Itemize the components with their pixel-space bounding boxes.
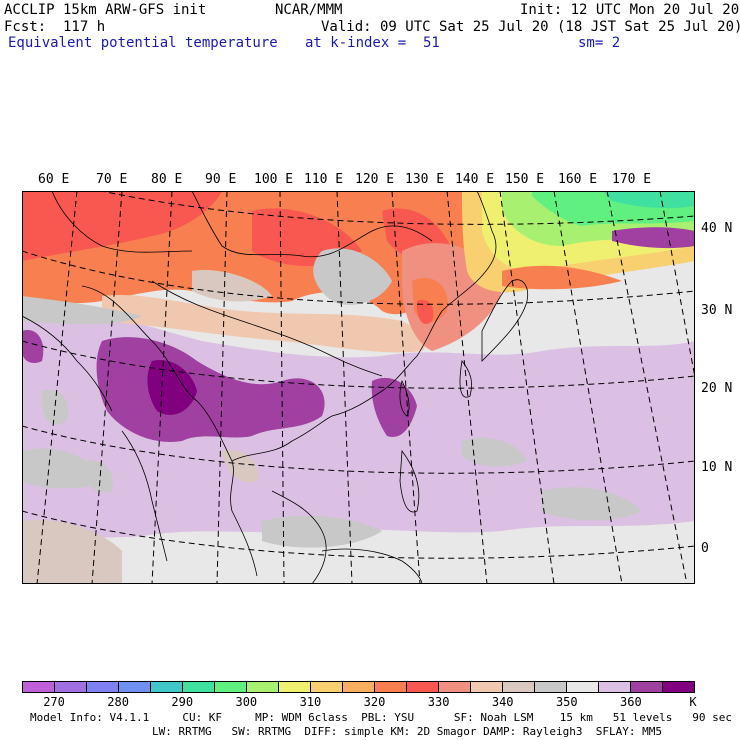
colorbar-tick-label: 360 <box>620 695 642 709</box>
latitude-label: 0 <box>701 541 709 556</box>
colorbar-swatch <box>151 682 183 692</box>
colorbar-tick-label: 350 <box>555 695 578 709</box>
level-label: at k-index = 51 <box>305 35 440 51</box>
colorbar-swatch <box>343 682 375 692</box>
colorbar-tick-label: 340 <box>491 695 514 709</box>
colorbar-swatch <box>55 682 87 692</box>
colorbar-tick-label: 300 <box>235 695 258 709</box>
latitude-label: 40 N <box>701 221 733 236</box>
longitude-label: 130 E <box>405 172 445 187</box>
colorbar <box>22 681 695 693</box>
longitude-label: 60 E <box>38 172 70 187</box>
longitude-label: 110 E <box>304 172 344 187</box>
colorbar-swatch <box>439 682 471 692</box>
colorbar-tick-label: 270 <box>43 695 65 709</box>
map-frame <box>22 191 695 584</box>
colorbar-swatch <box>631 682 663 692</box>
colorbar-swatch <box>599 682 631 692</box>
colorbar-swatch <box>311 682 343 692</box>
map-panel <box>22 191 695 584</box>
smoothing-label: sm= 2 <box>578 35 621 51</box>
colorbar-tick-label: 280 <box>107 695 129 709</box>
colorbar-swatch <box>663 682 694 692</box>
valid-time: Valid: 09 UTC Sat 25 Jul 20 (18 JST Sat … <box>321 19 740 35</box>
latitude-label: 10 N <box>701 460 733 475</box>
graticule <box>22 191 695 584</box>
latitude-label: 20 N <box>701 381 733 396</box>
coastlines <box>22 191 529 584</box>
longitude-label: 170 E <box>612 172 652 187</box>
colorbar-swatch <box>87 682 119 692</box>
colorbar-swatch <box>535 682 567 692</box>
colorbar-swatch <box>375 682 407 692</box>
colorbar-swatch <box>119 682 151 692</box>
colorbar-swatch <box>247 682 279 692</box>
longitude-label: 70 E <box>96 172 128 187</box>
colorbar-tick-label: 330 <box>427 695 450 709</box>
colorbar-tick-label: 320 <box>363 695 386 709</box>
model-title: ACCLIP 15km ARW-GFS init <box>4 2 207 18</box>
longitude-label: 160 E <box>558 172 598 187</box>
colorbar-swatch <box>23 682 55 692</box>
longitude-label: 150 E <box>505 172 545 187</box>
colorbar-swatch <box>215 682 247 692</box>
longitude-label: 100 E <box>254 172 294 187</box>
field-name: Equivalent potential temperature <box>8 35 278 51</box>
colorbar-tick-label: 290 <box>171 695 194 709</box>
longitude-label: 140 E <box>455 172 495 187</box>
colorbar-swatch <box>503 682 535 692</box>
colorbar-swatch <box>567 682 599 692</box>
init-time: Init: 12 UTC Mon 20 Jul 20 <box>520 2 740 18</box>
colorbar-swatch <box>279 682 311 692</box>
model-info-line2: LW: RRTMG SW: RRTMG DIFF: simple KM: 2D … <box>152 725 662 738</box>
colorbar-tick-label: 310 <box>299 695 322 709</box>
longitude-label: 80 E <box>151 172 183 187</box>
forecast-hour: Fcst: 117 h <box>4 19 106 35</box>
colorbar-unit: K <box>689 695 697 709</box>
colorbar-swatch <box>471 682 503 692</box>
colorbar-swatch <box>183 682 215 692</box>
colorbar-swatch <box>407 682 439 692</box>
center-label: NCAR/MMM <box>275 2 343 18</box>
model-info-line1: Model Info: V4.1.1 CU: KF MP: WDM 6class… <box>30 711 732 724</box>
longitude-label: 120 E <box>355 172 395 187</box>
latitude-label: 30 N <box>701 303 733 318</box>
longitude-label: 90 E <box>205 172 237 187</box>
